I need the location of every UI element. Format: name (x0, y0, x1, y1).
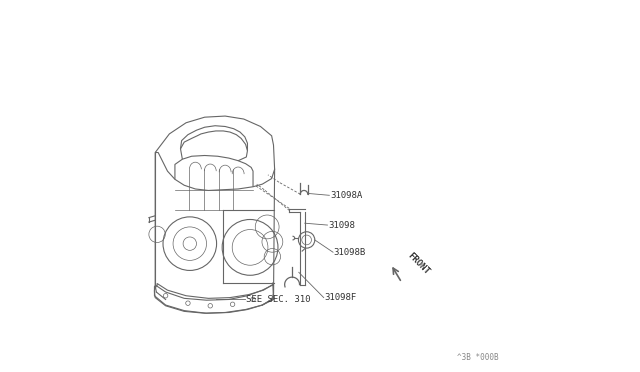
Text: 31098B: 31098B (334, 248, 366, 257)
Text: 31098: 31098 (328, 221, 355, 230)
Text: 31098F: 31098F (324, 294, 356, 302)
Text: ^3B *000B: ^3B *000B (457, 353, 499, 362)
Text: 31098A: 31098A (330, 191, 362, 200)
Text: FRONT: FRONT (406, 251, 431, 276)
Text: SEE SEC. 310: SEE SEC. 310 (246, 295, 310, 304)
